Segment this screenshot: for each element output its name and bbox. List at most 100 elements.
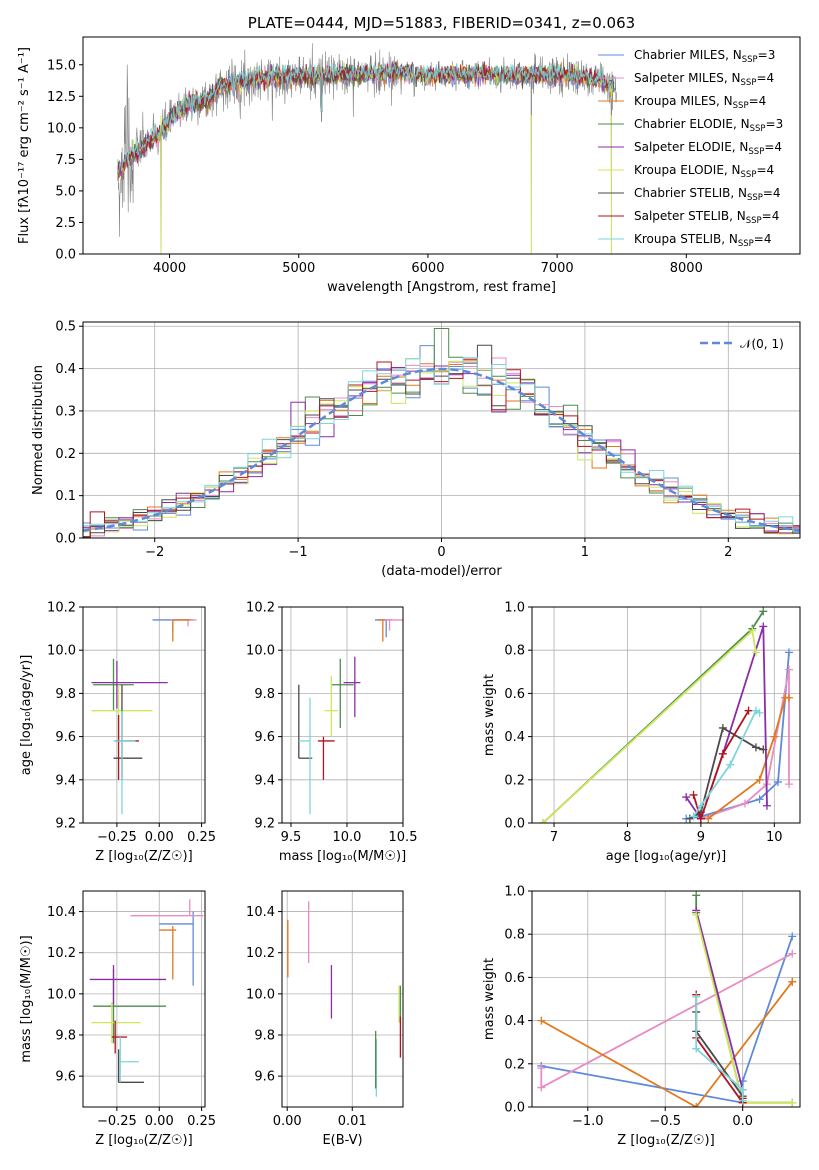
- series-marker-7: [689, 790, 698, 799]
- plot-area: [91, 619, 197, 815]
- legend-sub: SSP: [738, 239, 754, 249]
- y-tick-label: 0.0: [504, 1101, 525, 1116]
- x-tick-label: 0.25: [187, 1114, 216, 1129]
- y-tick-label: 10.0: [47, 121, 76, 136]
- legend-entry-normal: 𝒩(0, 1): [740, 337, 784, 351]
- legend-val: =4: [756, 71, 774, 85]
- y-tick-label: 9.6: [254, 1070, 275, 1085]
- axes-frame: [82, 890, 206, 1108]
- y-tick-label: 0.2: [504, 1057, 525, 1072]
- age_vs_Z-panel: −0.25 0.00 0.25 9.2 9.4 9.6 9.8 10.0 10.2 Z [log₁…: [19, 601, 216, 865]
- plot-area: [537, 891, 797, 1107]
- y-tick-label: 10.2: [47, 946, 76, 961]
- series-marker-6: [759, 745, 768, 754]
- y-tick-label: 0.0: [55, 532, 76, 547]
- x-tick-label: −0.25: [97, 1114, 137, 1129]
- series-marker-2: [784, 693, 793, 702]
- y-tick-label: 9.8: [254, 687, 275, 702]
- legend-sub: SSP: [746, 216, 762, 226]
- y-axis-label: Normed distribution: [31, 365, 46, 495]
- x-tick-label: 8000: [670, 261, 703, 276]
- series-marker-1: [537, 1064, 546, 1073]
- legend-text: Chabrier ELODIE, N: [634, 117, 750, 131]
- axes-frame: [281, 890, 404, 1108]
- model-spectrum-line-7: [117, 61, 615, 181]
- y-tick-label: 9.6: [254, 730, 275, 745]
- y-tick-label: 15.0: [47, 58, 76, 73]
- y-tick-label: 9.8: [55, 687, 76, 702]
- y-tick-label: 0.2: [55, 447, 76, 462]
- series-marker-5: [692, 910, 701, 919]
- series-line-2: [540, 981, 794, 1107]
- y-tick-label: 10.0: [47, 644, 76, 659]
- legend-val: =3: [758, 48, 776, 62]
- x-tick-label: −0.5: [649, 1114, 681, 1129]
- legend-text: Salpeter MILES, N: [634, 71, 741, 85]
- y-tick-label: 0.8: [504, 928, 525, 943]
- y-tick-label: 0.3: [55, 404, 76, 419]
- legend-text: Kroupa STELIB, N: [634, 232, 738, 246]
- plot-area: [89, 899, 204, 1083]
- legend-sub: SSP: [742, 55, 758, 65]
- series-marker-7: [718, 749, 727, 758]
- y-tick-label: 10.4: [246, 905, 275, 920]
- x-axis-label: (data-model)/error: [381, 564, 502, 579]
- model-spectrum-line-8: [117, 62, 615, 173]
- x-tick-label: −1: [289, 545, 308, 560]
- y-tick-label: 10.0: [246, 987, 275, 1002]
- y-tick-label: 10.4: [47, 905, 76, 920]
- series-marker-2: [704, 814, 713, 823]
- series-marker-5: [788, 1098, 797, 1107]
- x-axis-label: age [log₁₀(age/yr)]: [606, 849, 727, 864]
- y-tick-label: 0.4: [55, 362, 76, 377]
- axes-frame: [281, 606, 404, 824]
- series-marker-3: [692, 891, 701, 900]
- series-marker-2: [755, 775, 764, 784]
- y-tick-label: 7.5: [55, 153, 76, 168]
- x-tick-label: 5000: [282, 261, 315, 276]
- y-tick-label: 0.2: [504, 773, 525, 788]
- series-line-1: [700, 669, 790, 820]
- x-tick-label: 4000: [153, 261, 186, 276]
- series-marker-8: [689, 812, 698, 821]
- series-line-3: [695, 895, 793, 1104]
- legend-val: =4: [749, 94, 767, 108]
- normal-pdf-curve: [83, 367, 800, 532]
- legend-text: Chabrier MILES, N: [634, 48, 742, 62]
- legend-text: Kroupa ELODIE, N: [634, 163, 741, 177]
- x-tick-label: 0: [437, 545, 445, 560]
- axes-frame: [531, 606, 801, 824]
- series-marker-5: [751, 648, 760, 657]
- x-tick-label: 7000: [541, 261, 574, 276]
- series-marker-7: [696, 814, 705, 823]
- residuals-panel: −2 −1 0 1 2 0.0 0.1 0.2 0.3 0.4 0.5 (data-model)/er…: [31, 320, 801, 579]
- axes-frame: [82, 321, 801, 539]
- legend-val: =3: [766, 117, 784, 131]
- y-tick-label: 9.6: [55, 730, 76, 745]
- legend-val: =4: [764, 140, 782, 154]
- x-tick-label: 9.5: [281, 830, 302, 845]
- legend-text: Chabrier STELIB, N: [634, 186, 747, 200]
- series-line-3: [542, 610, 765, 823]
- y-tick-label: 0.0: [504, 817, 525, 832]
- series-marker-4: [682, 793, 691, 802]
- legend-val: =4: [756, 163, 774, 177]
- y-axis-label: age [log₁₀(age/yr)]: [19, 655, 34, 776]
- y-axis-label: mass weight: [482, 674, 497, 756]
- axes-frame: [531, 890, 801, 1108]
- series-marker-6: [718, 723, 727, 732]
- x-tick-label: −2: [145, 545, 164, 560]
- y-axis-label: mass [log₁₀(M/M☉)]: [19, 935, 34, 1062]
- x-tick-label: 8: [623, 830, 631, 845]
- spectrum-panel: 4000 5000 6000 7000 8000 0.0 2.5 5.0 7.5 10.0 12.5…: [17, 14, 801, 295]
- x-tick-label: −0.25: [97, 830, 137, 845]
- series-marker-8: [726, 760, 735, 769]
- x-tick-label: −1.0: [572, 1114, 604, 1129]
- plot-area: [298, 619, 403, 815]
- series-line-8: [695, 996, 744, 1101]
- chart-title: PLATE=0444, MJD=51883, FIBERID=0341, z=0…: [248, 14, 635, 32]
- y-tick-label: 0.8: [504, 644, 525, 659]
- plot-area: [287, 901, 402, 1097]
- y-tick-label: 9.2: [55, 817, 76, 832]
